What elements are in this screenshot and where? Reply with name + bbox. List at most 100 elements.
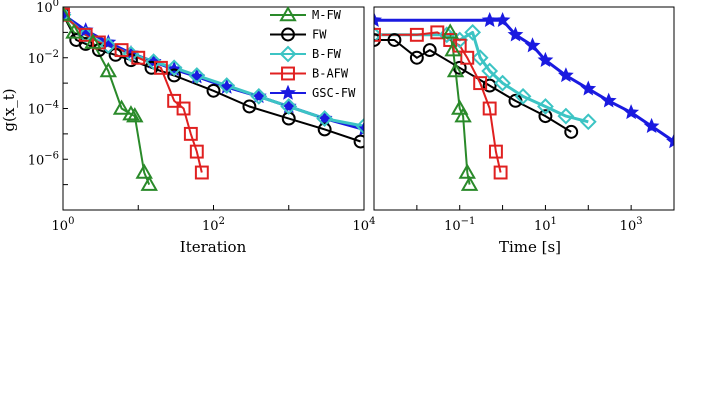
legend-label-gsc-fw: GSC-FW <box>312 86 356 100</box>
right-b-fw-marker <box>537 98 554 115</box>
left-fw-marker <box>124 53 138 68</box>
left-m-fw-marker <box>140 175 158 191</box>
right-gsc-fw-marker <box>537 51 554 67</box>
left-ytick-label: 100 <box>36 0 59 16</box>
left-b-afw-marker <box>194 165 209 180</box>
left-fw-marker <box>242 99 257 114</box>
right-m-fw-marker <box>444 41 462 57</box>
left-b-fw-marker <box>77 26 95 44</box>
left-gsc-fw-marker <box>250 88 267 104</box>
left-m-fw-marker <box>126 107 144 123</box>
legend-label-fw: FW <box>312 28 327 42</box>
left-b-afw-marker <box>114 43 129 58</box>
right-gsc-fw-marker <box>507 26 524 42</box>
right-gsc-fw-marker <box>600 92 617 108</box>
left-fw-marker <box>353 134 364 149</box>
left-b-fw-marker <box>188 67 206 84</box>
left-xtick-label: 100 <box>52 216 75 234</box>
right-b-fw-marker <box>557 107 575 125</box>
right-fw-marker <box>387 33 402 47</box>
left-fw-marker <box>167 68 182 83</box>
right-b-afw-marker <box>488 144 503 159</box>
right-m-fw-marker <box>446 62 465 78</box>
left-m-fw-marker <box>112 99 131 115</box>
left-b-fw-marker <box>218 77 236 94</box>
right-m-fw-marker <box>441 23 459 39</box>
right-series-fw <box>374 39 572 133</box>
legend-marker-b-afw <box>281 66 295 81</box>
left-b-afw-marker <box>183 126 198 141</box>
right-fw-marker <box>564 124 579 139</box>
right-b-fw-marker <box>579 113 597 131</box>
right-fw-marker <box>482 78 497 93</box>
left-fw-marker <box>78 36 93 51</box>
legend-marker-m-fw <box>279 5 297 22</box>
right-xtick-label: 101 <box>534 216 557 234</box>
right-xtick-label: 10−1 <box>444 216 475 234</box>
left-m-fw-marker <box>65 23 83 39</box>
right-b-afw-marker <box>482 101 497 116</box>
left-m-fw-marker <box>63 7 72 21</box>
right-fw-marker <box>538 109 553 124</box>
right-gsc-fw-marker <box>481 12 498 27</box>
left-b-fw-marker <box>99 37 117 55</box>
right-xtick-label: 103 <box>620 216 643 234</box>
left-b-fw-marker <box>165 59 183 77</box>
right-b-fw-marker <box>464 23 482 41</box>
left-m-fw-marker <box>99 62 118 78</box>
right-b-fw-marker <box>471 49 489 67</box>
legend-marker-b-fw <box>279 45 297 63</box>
right-b-fw-marker <box>514 87 532 105</box>
right-m-fw-marker <box>458 163 476 179</box>
right-gsc-fw-marker <box>580 80 597 96</box>
left-b-fw-marker <box>355 117 364 135</box>
left-b-fw-marker <box>316 110 334 128</box>
left-gsc-fw-marker <box>280 98 297 114</box>
right-xaxis-label: Time [s] <box>499 238 561 256</box>
right-gsc-fw-marker <box>557 67 574 83</box>
left-yaxis-label: g(x_t) <box>0 88 18 131</box>
left-m-fw-marker <box>135 163 153 179</box>
right-b-fw-marker <box>494 74 511 92</box>
right-b-afw-marker <box>374 27 381 42</box>
right-gsc-fw-marker <box>524 37 541 53</box>
right-fw-marker <box>409 50 424 65</box>
left-b-afw-marker <box>189 144 204 159</box>
left-ytick-label: 10−4 <box>28 100 59 118</box>
left-b-fw-marker <box>250 87 268 105</box>
left-fw-marker <box>206 83 221 98</box>
left-b-fw-marker <box>63 7 72 24</box>
legend-label-m-fw: M-FW <box>312 8 342 22</box>
right-gsc-fw-marker <box>494 12 511 27</box>
right-m-fw-marker <box>460 175 479 191</box>
right-b-fw-marker <box>438 26 456 44</box>
legend-marker-fw <box>281 27 295 42</box>
legend-label-b-afw: B-AFW <box>312 67 349 81</box>
right-gsc-fw-marker <box>643 117 660 133</box>
left-gsc-fw-marker <box>188 68 205 84</box>
left-fw-marker <box>144 60 159 75</box>
right-gsc-fw-marker <box>666 133 674 149</box>
left-xtick-label: 104 <box>353 216 376 234</box>
right-series-gsc-fw <box>374 18 674 143</box>
left-gsc-fw-marker <box>316 110 333 126</box>
right-b-afw-marker <box>493 165 508 180</box>
right-plot-frame <box>373 6 675 211</box>
right-b-afw-marker <box>473 76 488 91</box>
right-b-afw-marker <box>409 27 424 42</box>
left-ytick-label: 10−2 <box>28 49 59 67</box>
left-b-afw-marker <box>176 101 191 116</box>
right-b-afw-marker <box>430 25 445 40</box>
legend-label-b-fw: B-FW <box>312 47 342 61</box>
left-xtick-label: 102 <box>202 216 225 234</box>
right-gsc-fw-marker <box>374 12 382 27</box>
legend: M-FW FW B-FW B-AFW GSC-FW <box>270 5 356 100</box>
left-b-afw-marker <box>167 93 182 108</box>
left-b-afw-marker <box>131 50 146 65</box>
right-b-afw-marker <box>460 50 475 65</box>
right-m-fw-marker <box>454 107 472 123</box>
left-xaxis-label: Iteration <box>180 238 247 256</box>
left-m-fw-marker <box>122 105 140 121</box>
left-m-fw-marker <box>84 33 102 49</box>
